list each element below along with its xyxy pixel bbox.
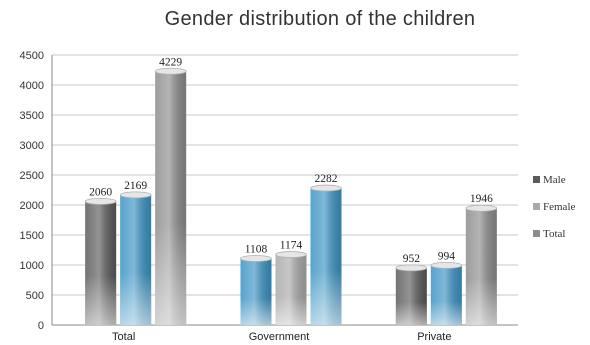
bar-fade [395,267,427,325]
legend-label: Female [543,201,575,213]
legend-label: Total [543,228,565,240]
y-tick-label: 3000 [20,140,44,152]
bar [119,191,152,325]
bar-fade [310,188,342,325]
bar-fade [465,208,497,325]
bar-fade [430,265,462,325]
legend-label: Male [543,174,566,186]
y-tick-label: 500 [26,290,44,302]
bar-cap [154,67,187,75]
bar [395,264,428,325]
bar-cap [310,184,342,192]
data-label: 2282 [315,173,338,185]
bar-fade [275,254,307,325]
bar [310,184,342,325]
bar-cap [84,197,117,205]
bar-fade [240,258,272,325]
bar-cap [465,204,498,212]
x-tick-label: Total [112,331,135,343]
y-tick-label: 4500 [20,50,44,62]
y-tick-label: 2000 [20,200,44,212]
y-tick-label: 0 [38,320,44,332]
chart-title: Gender distribution of the children [164,8,476,30]
bar-cap [430,261,463,269]
bar-cap [395,264,428,272]
y-tick-label: 4000 [20,80,44,92]
data-label: 1108 [245,244,268,256]
data-label: 2060 [89,186,112,198]
legend-swatch [533,176,540,183]
y-tick-label: 1500 [20,230,44,242]
y-tick-label: 2500 [20,170,44,182]
bar [240,255,272,325]
bar-cap [119,191,152,199]
y-tick-label: 3500 [20,110,44,122]
data-label: 1946 [470,193,493,205]
x-tick-label: Government [249,331,310,343]
bar-cap [275,251,307,258]
legend-swatch [533,203,540,210]
bar [465,204,498,325]
bar-fade [120,194,152,325]
data-labels: 2060 2169 4229 1108 1174 2282 952 994 1946 [89,56,493,265]
data-label: 994 [438,250,456,262]
bar-cap [240,255,272,262]
bar [84,197,117,325]
x-tick-label: Private [417,331,451,343]
bar [275,251,307,325]
bar-fade [85,201,117,325]
data-label: 952 [403,253,421,265]
bars [84,67,498,325]
bar [154,67,187,325]
y-tick-label: 1000 [20,260,44,272]
bar [430,261,463,325]
legend: Male Female Total [533,174,575,240]
data-label: 4229 [159,56,182,68]
legend-swatch [533,230,540,237]
data-label: 1174 [280,240,303,252]
bar-fade [155,71,187,325]
data-label: 2169 [124,180,147,192]
